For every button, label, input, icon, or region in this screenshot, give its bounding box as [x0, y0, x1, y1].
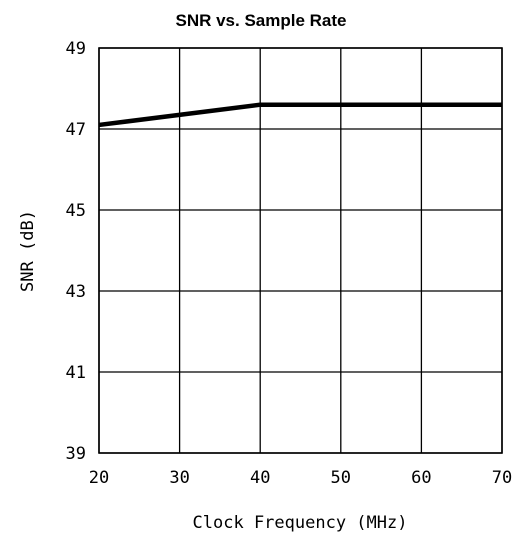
- y-tick-label: 49: [66, 39, 86, 59]
- x-axis-label: Clock Frequency (MHz): [193, 513, 408, 533]
- series-line-0: [98, 102, 502, 128]
- x-tick-label: 20: [89, 468, 109, 488]
- y-axis-ticks: 39 41 43 45 47 49: [66, 39, 86, 464]
- x-tick-label: 70: [492, 468, 512, 488]
- x-tick-label: 30: [169, 468, 189, 488]
- y-tick-label: 43: [66, 282, 86, 302]
- y-tick-label: 39: [66, 444, 86, 464]
- x-tick-label: 50: [331, 468, 351, 488]
- y-axis-label: SNR (dB): [18, 210, 38, 292]
- x-tick-label: 60: [411, 468, 431, 488]
- series-layer: [98, 102, 502, 128]
- y-tick-label: 45: [66, 201, 86, 221]
- y-tick-label: 41: [66, 363, 86, 383]
- chart-title: SNR vs. Sample Rate: [175, 11, 346, 30]
- grid: [98, 47, 503, 454]
- x-tick-label: 40: [250, 468, 270, 488]
- y-tick-label: 47: [66, 120, 86, 140]
- plot-frame: [98, 47, 503, 454]
- x-axis-ticks: 20 30 40 50 60 70: [89, 468, 512, 488]
